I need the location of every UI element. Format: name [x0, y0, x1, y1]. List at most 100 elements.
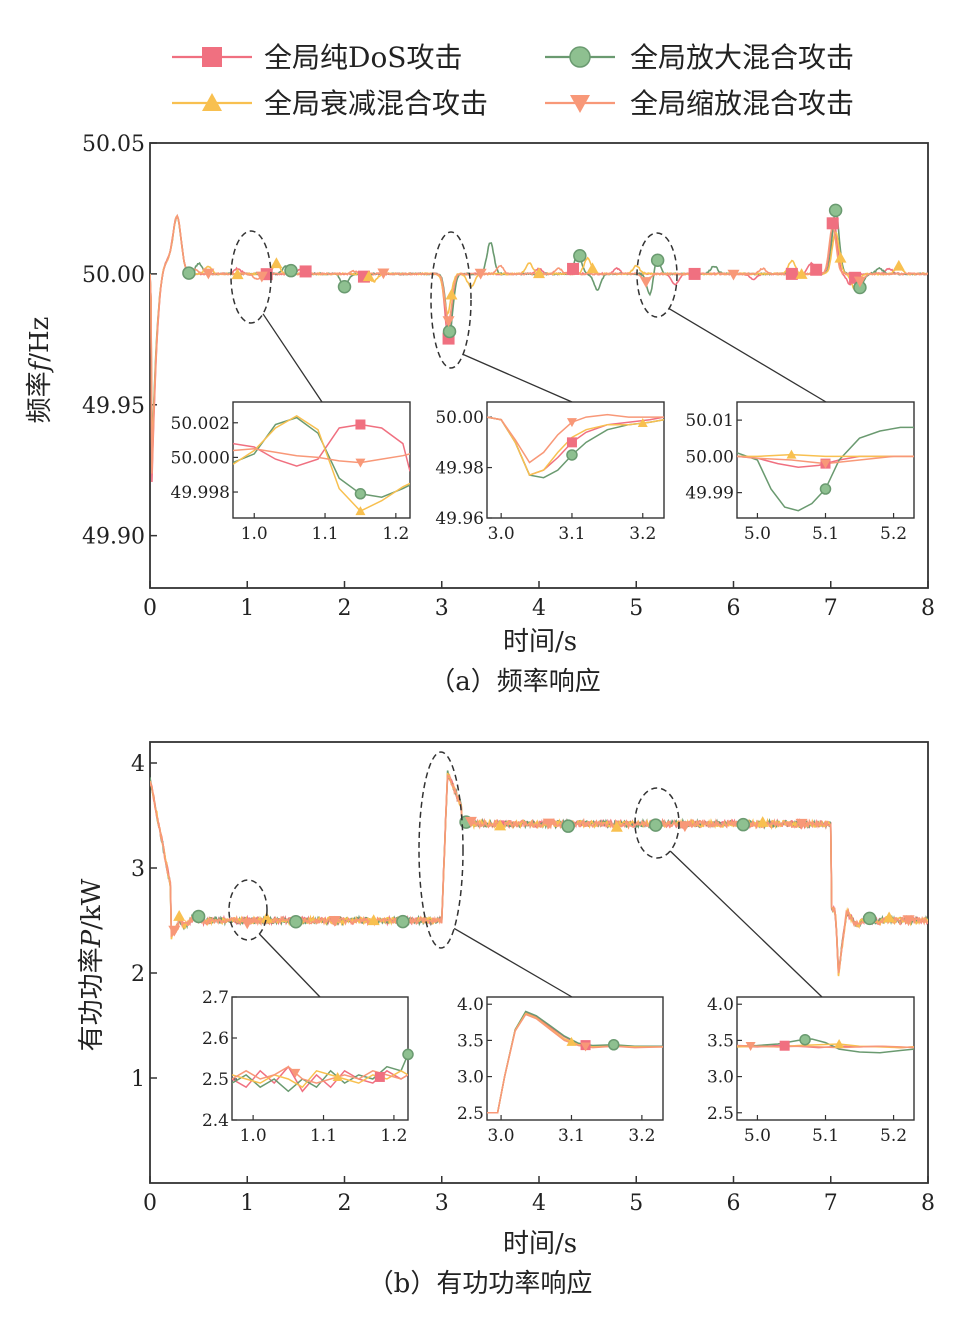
series-marker-amp — [736, 817, 750, 832]
inset-marker-att — [637, 418, 648, 428]
inset-marker-scl — [290, 1068, 301, 1078]
inset-marker-att — [566, 1036, 577, 1046]
y-tick-label: 4 — [131, 752, 145, 777]
inset-x-tick-label: 5.1 — [812, 524, 839, 544]
inset-marker-dos — [355, 419, 366, 430]
panel-b-ylabel: 有功功率P/kW — [77, 878, 107, 1051]
inset-frame — [232, 401, 411, 519]
x-tick-label: 1 — [240, 596, 254, 621]
series-line-att — [150, 772, 928, 977]
x-tick-label: 0 — [143, 596, 157, 621]
inset-y-tick-label: 3.5 — [707, 1031, 734, 1051]
zoom-connector — [462, 353, 573, 403]
zoom-a-2 — [430, 231, 573, 403]
inset-marker-scl — [355, 458, 366, 468]
legend-marker-shape — [202, 93, 222, 111]
inset-x-tick-label: 1.0 — [241, 524, 268, 544]
series-marker-amp — [284, 263, 298, 278]
inset-y-tick-label: 49.96 — [435, 509, 484, 529]
series-marker-att — [270, 257, 283, 269]
series-marker-amp — [442, 324, 457, 339]
inset-lines — [233, 415, 410, 513]
legend-marker-shape — [202, 47, 222, 67]
series-marker-scl — [474, 268, 487, 280]
legend-marker-scl — [570, 95, 590, 113]
inset-a-3: 5.0 5.1 5.2 49.99 50.00 50.01 — [685, 401, 915, 544]
inset-y-tick-label: 2.4 — [202, 1111, 229, 1131]
inset-y-tick-label: 3.0 — [707, 1068, 734, 1088]
legend-marker-dos — [202, 47, 222, 67]
series-marker-scl — [464, 816, 477, 828]
inset-a-2: 3.0 3.1 3.2 49.96 49.98 50.00 — [435, 401, 665, 544]
series-marker-att — [756, 816, 769, 827]
zoom-a-1 — [230, 230, 323, 403]
zoom-a-3 — [636, 232, 827, 403]
inset-line-dos — [233, 423, 410, 472]
series-marker-dos — [688, 267, 701, 280]
series-marker-att — [586, 262, 599, 274]
inset-x-tick-label: 5.2 — [880, 524, 907, 544]
inset-marker-amp — [799, 1033, 811, 1046]
series-marker-amp — [289, 914, 303, 929]
legend-item-amp: 全局放大混合攻击 — [545, 41, 854, 74]
series-marker-amp — [191, 909, 206, 924]
inset-x-tick-label: 1.0 — [240, 1126, 267, 1146]
legend-marker-shape — [569, 46, 591, 68]
zoom-ellipse — [230, 230, 272, 324]
inset-marker-amp — [566, 449, 578, 461]
inset-y-tick-label: 50.00 — [435, 408, 484, 428]
series-marker-scl — [241, 918, 254, 930]
inset-line-scl — [233, 447, 410, 464]
x-tick-label: 5 — [629, 596, 643, 621]
x-tick-label: 7 — [824, 1191, 838, 1216]
inset-b-1: 1.0 1.1 1.2 2.4 2.5 2.6 2.7 — [202, 988, 414, 1146]
series-marker-att — [834, 251, 847, 263]
zoom-b-2 — [418, 751, 573, 998]
inset-lines — [737, 1038, 914, 1054]
x-tick-label: 8 — [921, 1191, 935, 1216]
panel-a-ylabel: 频率f/Hz — [25, 317, 55, 424]
series-marker-amp — [650, 253, 665, 267]
legend-label-dos: 全局纯DoS攻击 — [264, 41, 463, 74]
y-tick-label: 50.00 — [82, 263, 145, 288]
inset-x-tick-label: 5.0 — [744, 1126, 771, 1146]
inset-line-att — [487, 416, 664, 477]
legend-item-att: 全局衰减混合攻击 — [172, 87, 488, 120]
y-tick-label: 1 — [131, 1067, 145, 1092]
series-marker-att — [494, 819, 507, 831]
x-tick-label: 1 — [240, 1191, 254, 1216]
inset-x-tick-label: 1.1 — [312, 524, 339, 544]
inset-x-tick-label: 5.2 — [880, 1126, 907, 1146]
series-marker-att — [367, 914, 380, 926]
series-marker-scl — [202, 268, 215, 280]
inset-y-tick-label: 4.0 — [457, 995, 484, 1015]
panel-b-xlabel: 时间/s — [503, 1229, 577, 1259]
legend-item-dos: 全局纯DoS攻击 — [172, 41, 463, 74]
inset-line-amp — [232, 1054, 408, 1093]
inset-marker-att — [332, 1071, 343, 1081]
series-marker-scl — [795, 818, 808, 830]
legend-marker-amp — [569, 46, 591, 68]
series-line-amp — [150, 770, 928, 971]
x-tick-label: 2 — [338, 596, 352, 621]
inset-marker-amp — [819, 483, 832, 495]
zoom-connector — [453, 927, 573, 998]
inset-marker-scl — [820, 459, 831, 469]
series-marker-amp — [561, 819, 575, 833]
zoom-b-3 — [634, 787, 823, 998]
y-tick-label: 2 — [131, 962, 145, 987]
inset-line-amp — [737, 1038, 914, 1054]
inset-lines — [487, 413, 664, 479]
x-tick-label: 0 — [143, 1191, 157, 1216]
series-marker-att — [231, 268, 244, 280]
y-tick-label: 50.05 — [82, 132, 145, 157]
x-tick-label: 5 — [629, 1191, 643, 1216]
inset-x-tick-label: 3.0 — [488, 524, 515, 544]
series-marker-amp — [648, 818, 663, 832]
legend-item-scl: 全局缩放混合攻击 — [545, 87, 854, 120]
series-marker-att — [795, 268, 808, 279]
zoom-ellipse — [418, 751, 464, 949]
inset-y-tick-label: 49.998 — [171, 483, 230, 503]
series-marker-dos — [810, 263, 823, 276]
